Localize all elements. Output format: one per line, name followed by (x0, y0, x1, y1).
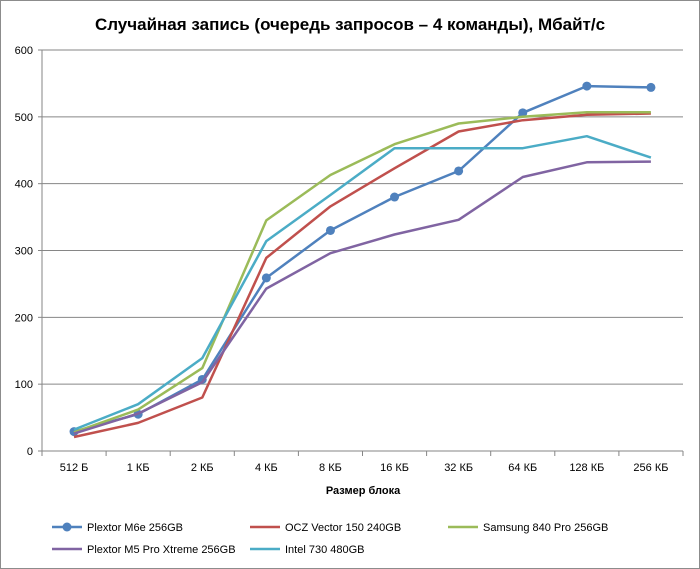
x-tick-label: 2 КБ (191, 462, 214, 474)
x-tick-label: 64 КБ (508, 462, 537, 474)
x-tick-label: 512 Б (60, 462, 89, 474)
y-tick-label: 400 (15, 179, 33, 191)
legend-label: OCZ Vector 150 240GB (285, 522, 401, 534)
y-tick-label: 200 (15, 312, 33, 324)
series-line-ocz-vector-150-240gb (73, 112, 651, 439)
x-tick-label: 8 КБ (319, 462, 342, 474)
data-point-plextor-m6e-256gb (454, 166, 464, 176)
data-point-plextor-m6e-256gb (261, 273, 271, 283)
data-point-plextor-m6e-256gb (582, 81, 592, 91)
x-tick-label: 256 КБ (633, 462, 668, 474)
series-line-plextor-m5-pro-xtreme-256gb (73, 160, 651, 435)
series-lines (69, 81, 656, 439)
x-tick-label: 16 КБ (380, 462, 409, 474)
x-tick-label: 1 КБ (127, 462, 150, 474)
x-tick-label: 32 КБ (444, 462, 473, 474)
x-tick-label: 4 КБ (255, 462, 278, 474)
data-point-plextor-m6e-256gb (390, 192, 400, 202)
legend-label: Intel 730 480GB (285, 544, 365, 556)
x-tick-label: 128 КБ (569, 462, 604, 474)
data-point-plextor-m6e-256gb (518, 108, 528, 118)
data-point-plextor-m6e-256gb (325, 225, 335, 235)
series-line-intel-730-480gb (73, 134, 652, 431)
data-point-plextor-m6e-256gb (646, 82, 656, 92)
series-line-plextor-m6e-256gb (73, 84, 651, 433)
y-axis-ticks: 0 100 200 300 400 500 600 (15, 45, 42, 458)
y-tick-label: 300 (15, 246, 33, 258)
legend: Plextor M6e 256GB OCZ Vector 150 240GB Sam… (52, 522, 608, 556)
y-tick-label: 600 (15, 45, 33, 57)
legend-label: Plextor M5 Pro Xtreme 256GB (87, 544, 236, 556)
legend-label: Samsung 840 Pro 256GB (483, 522, 608, 534)
x-axis-ticks: 512 Б 1 КБ 2 КБ 4 КБ 8 КБ 16 КБ 32 КБ 64 КБ 128 … (41, 451, 684, 474)
y-tick-label: 0 (27, 446, 33, 458)
gridlines (42, 49, 683, 385)
legend-label: Plextor M6e 256GB (87, 522, 183, 534)
x-axis-title: Размер блока (326, 485, 401, 497)
y-tick-label: 100 (15, 379, 33, 391)
series-line-samsung-840-pro-256gb (73, 110, 651, 434)
legend-marker (62, 522, 72, 532)
y-tick-label: 500 (15, 112, 33, 124)
chart-title: Случайная запись (очередь запросов – 4 к… (95, 15, 605, 34)
